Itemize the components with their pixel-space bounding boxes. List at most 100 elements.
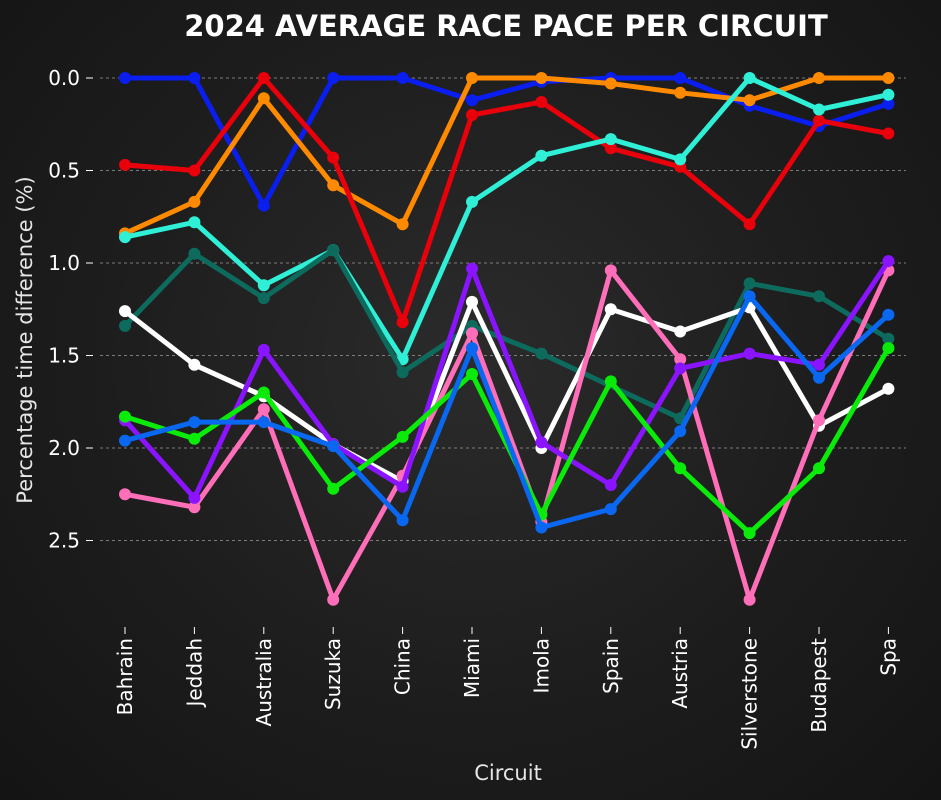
data-point xyxy=(257,72,270,84)
data-point xyxy=(466,342,478,355)
data-point xyxy=(674,153,687,166)
data-point xyxy=(604,479,617,491)
data-point xyxy=(396,316,409,329)
series-line xyxy=(122,75,891,209)
data-point xyxy=(674,462,687,475)
data-point xyxy=(257,92,270,105)
x-axis-ticks: Bahrain Jeddah Australia Suzuka China Miami Im… xyxy=(113,627,900,750)
data-point xyxy=(119,72,131,84)
data-point xyxy=(813,462,825,475)
data-point xyxy=(743,290,756,303)
data-point xyxy=(674,325,687,338)
series-line xyxy=(122,293,891,530)
x-tick-label: Austria xyxy=(668,638,692,709)
data-point xyxy=(674,353,687,366)
data-point xyxy=(119,305,131,318)
chart-title: 2024 AVERAGE RACE PACE PER CIRCUIT xyxy=(184,9,828,43)
data-point xyxy=(882,342,895,355)
data-point xyxy=(327,482,340,495)
series-line xyxy=(122,247,891,421)
data-point xyxy=(396,480,409,493)
x-tick-label: Australia xyxy=(252,638,276,726)
data-point xyxy=(882,308,895,321)
y-tick-label: 1.0 xyxy=(48,251,80,275)
data-point xyxy=(327,440,340,453)
data-point xyxy=(743,94,756,107)
data-point xyxy=(396,366,409,379)
x-tick-label: Spa xyxy=(876,638,900,676)
data-point xyxy=(466,262,478,275)
data-point xyxy=(396,218,409,231)
data-point xyxy=(466,72,478,84)
data-point xyxy=(535,436,548,449)
data-point xyxy=(604,133,617,146)
series-5 xyxy=(119,244,895,425)
data-point xyxy=(535,72,548,84)
data-point xyxy=(188,358,201,371)
data-point xyxy=(882,97,895,110)
data-point xyxy=(813,414,825,427)
data-point xyxy=(674,362,687,375)
data-point xyxy=(119,231,131,244)
data-point xyxy=(257,386,270,399)
x-tick-label: Jeddah xyxy=(182,638,206,709)
data-point xyxy=(188,195,201,208)
data-point xyxy=(257,292,270,305)
series-line xyxy=(122,75,891,236)
series-line xyxy=(122,258,891,501)
data-point xyxy=(188,501,201,514)
data-point xyxy=(743,347,756,360)
y-tick-label: 2.5 xyxy=(48,529,80,553)
data-point xyxy=(119,434,131,447)
data-point xyxy=(327,593,340,606)
series-line xyxy=(122,75,891,362)
data-point xyxy=(188,416,201,429)
data-point xyxy=(535,149,548,162)
data-point xyxy=(743,527,756,540)
data-point xyxy=(535,347,548,360)
data-point xyxy=(188,432,201,445)
data-point xyxy=(604,303,617,316)
data-point xyxy=(813,103,825,116)
y-axis-label: Percentage time difference (%) xyxy=(13,176,37,503)
data-point xyxy=(882,332,895,345)
data-point xyxy=(396,72,409,84)
series-line xyxy=(122,75,891,325)
x-axis-label: Circuit xyxy=(474,761,542,785)
data-point xyxy=(466,368,478,380)
data-point xyxy=(119,410,131,423)
data-point xyxy=(674,72,687,84)
data-point xyxy=(257,343,270,356)
series-line xyxy=(122,267,891,603)
data-point xyxy=(257,403,270,416)
data-point xyxy=(188,216,201,229)
data-point xyxy=(674,425,687,438)
y-tick-label: 0.5 xyxy=(48,159,80,183)
y-tick-label: 1.5 xyxy=(48,344,80,368)
data-point xyxy=(327,72,340,84)
series-line xyxy=(122,299,891,484)
data-point xyxy=(674,86,687,99)
data-point xyxy=(257,199,270,212)
data-point xyxy=(119,158,131,171)
data-point xyxy=(327,151,340,164)
x-tick-label: Silverstone xyxy=(738,638,762,750)
data-point xyxy=(466,295,478,308)
data-point xyxy=(743,72,756,84)
data-point xyxy=(188,247,201,260)
data-point xyxy=(604,142,617,155)
data-point xyxy=(604,264,617,277)
data-point xyxy=(813,358,825,371)
x-tick-label: Budapest xyxy=(807,638,831,733)
data-point xyxy=(882,127,895,140)
series-6 xyxy=(119,295,895,488)
data-point xyxy=(466,195,478,208)
data-point xyxy=(882,382,895,395)
data-point xyxy=(188,164,201,177)
data-point xyxy=(604,503,617,516)
data-point xyxy=(327,244,340,257)
y-tick-label: 0.0 xyxy=(48,66,80,90)
data-point xyxy=(327,179,340,192)
series-3 xyxy=(119,72,895,329)
